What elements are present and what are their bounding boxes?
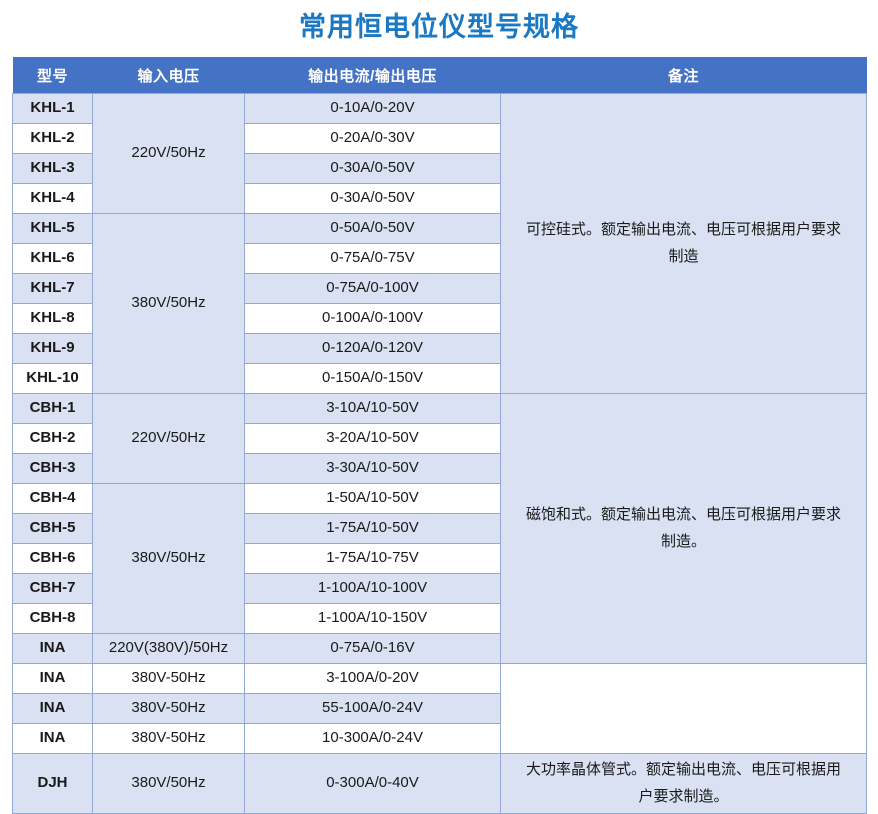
cell-output: 1-100A/10-150V [244,603,501,634]
table-row: KHL-7 0-75A/0-100V [12,273,867,304]
cell-model: CBH-2 [12,423,93,454]
cell-model: KHL-8 [12,303,93,334]
table-row: INA 380V-50Hz 3-100A/0-20V [12,663,867,754]
cell-output: 0-20A/0-30V [244,123,501,154]
column-header-remark: 备注 [500,57,867,94]
cell-output: 0-100A/0-100V [244,303,501,334]
cell-model: KHL-9 [12,333,93,364]
cell-model: CBH-3 [12,453,93,484]
cell-output: 3-20A/10-50V [244,423,501,454]
cell-input-voltage-group: 220V/50Hz [92,93,245,214]
spec-table-wrapper: 型号 输入电压 输出电流/输出电压 备注 KHL-1 220V/50Hz 0-10A… [12,57,867,814]
cell-output: 1-50A/10-50V [244,483,501,514]
table-row: KHL-4 0-30A/0-50V [12,183,867,214]
cell-output: 1-75A/10-75V [244,543,501,574]
table-row: CBH-1 220V/50Hz 3-10A/10-50V 磁饱和式。额定输出电流、电压… [12,393,867,664]
cell-input-voltage: 220V(380V)/50Hz [92,633,245,664]
cell-output: 55-100A/0-24V [244,693,501,724]
table-body: KHL-1 220V/50Hz 0-10A/0-20V 可控硅式。额定输出电流、电压可… [12,93,867,814]
cell-model: INA [12,633,93,664]
cell-output: 10-300A/0-24V [244,723,501,754]
table-row: INA 380V-50Hz 55-100A/0-24V [12,693,867,724]
cell-input-voltage: 380V/50Hz [92,753,245,814]
cell-output: 1-75A/10-50V [244,513,501,544]
cell-remark: 大功率晶体管式。额定输出电流、电压可根据用户要求制造。 [500,753,867,814]
cell-model: CBH-5 [12,513,93,544]
cell-model: DJH [12,753,93,814]
cell-model: CBH-4 [12,483,93,514]
table-row: KHL-1 220V/50Hz 0-10A/0-20V 可控硅式。额定输出电流、电压可… [12,93,867,394]
cell-output: 0-30A/0-50V [244,183,501,214]
table-row: KHL-3 0-30A/0-50V [12,153,867,184]
cell-model: CBH-7 [12,573,93,604]
column-header-model: 型号 [12,57,93,94]
table-row: INA 220V(380V)/50Hz 0-75A/0-16V [12,633,867,664]
cell-model: KHL-2 [12,123,93,154]
cell-input-voltage-group: 380V/50Hz [92,483,245,634]
cell-output: 0-75A/0-100V [244,273,501,304]
cell-output: 0-75A/0-75V [244,243,501,274]
table-row: CBH-6 1-75A/10-75V [12,543,867,574]
table-row: KHL-8 0-100A/0-100V [12,303,867,334]
cell-model: INA [12,663,93,694]
cell-model: KHL-6 [12,243,93,274]
cell-model: CBH-1 [12,393,93,424]
header-row: 型号 输入电压 输出电流/输出电压 备注 [12,57,867,94]
cell-remark: 磁饱和式。额定输出电流、电压可根据用户要求制造。 [500,393,867,664]
cell-output: 0-30A/0-50V [244,153,501,184]
cell-model: KHL-1 [12,93,93,124]
cell-input-voltage: 380V-50Hz [92,663,245,694]
cell-output: 1-100A/10-100V [244,573,501,604]
column-header-input: 输入电压 [92,57,245,94]
cell-input-voltage: 380V-50Hz [92,693,245,724]
table-row: CBH-2 3-20A/10-50V [12,423,867,454]
cell-output: 3-30A/10-50V [244,453,501,484]
table-header: 型号 输入电压 输出电流/输出电压 备注 [12,57,867,94]
cell-model: INA [12,693,93,724]
spec-table: 型号 输入电压 输出电流/输出电压 备注 KHL-1 220V/50Hz 0-10A… [12,57,867,814]
column-header-output: 输出电流/输出电压 [244,57,501,94]
page-title: 常用恒电位仪型号规格 [299,12,579,42]
cell-model: INA [12,723,93,754]
table-row: KHL-5 380V/50Hz 0-50A/0-50V [12,213,867,394]
table-row: KHL-2 0-20A/0-30V [12,123,867,154]
cell-output: 0-120A/0-120V [244,333,501,364]
table-row: CBH-7 1-100A/10-100V [12,573,867,604]
cell-remark [500,663,867,754]
cell-model: KHL-7 [12,273,93,304]
table-row: KHL-6 0-75A/0-75V [12,243,867,274]
cell-model: KHL-5 [12,213,93,244]
cell-model: KHL-10 [12,363,93,394]
table-row: KHL-10 0-150A/0-150V [12,363,867,394]
cell-remark: 可控硅式。额定输出电流、电压可根据用户要求制造 [500,93,867,394]
cell-output: 3-10A/10-50V [244,393,501,424]
cell-output: 0-300A/0-40V [244,753,501,814]
cell-model: CBH-8 [12,603,93,634]
cell-output: 0-10A/0-20V [244,93,501,124]
table-row: CBH-3 3-30A/10-50V [12,453,867,484]
table-row: CBH-4 380V/50Hz 1-50A/10-50V [12,483,867,634]
cell-input-voltage-group: 380V/50Hz [92,213,245,394]
cell-input-voltage: 380V-50Hz [92,723,245,754]
cell-model: KHL-3 [12,153,93,184]
cell-model: CBH-6 [12,543,93,574]
cell-output: 0-150A/0-150V [244,363,501,394]
cell-output: 0-50A/0-50V [244,213,501,244]
table-row: CBH-8 1-100A/10-150V [12,603,867,634]
table-row: DJH 380V/50Hz 0-300A/0-40V 大功率晶体管式。额定输出电流、电… [12,753,867,814]
cell-model: KHL-4 [12,183,93,214]
cell-output: 3-100A/0-20V [244,663,501,694]
cell-input-voltage-group: 220V/50Hz [92,393,245,484]
cell-output: 0-75A/0-16V [244,633,501,664]
